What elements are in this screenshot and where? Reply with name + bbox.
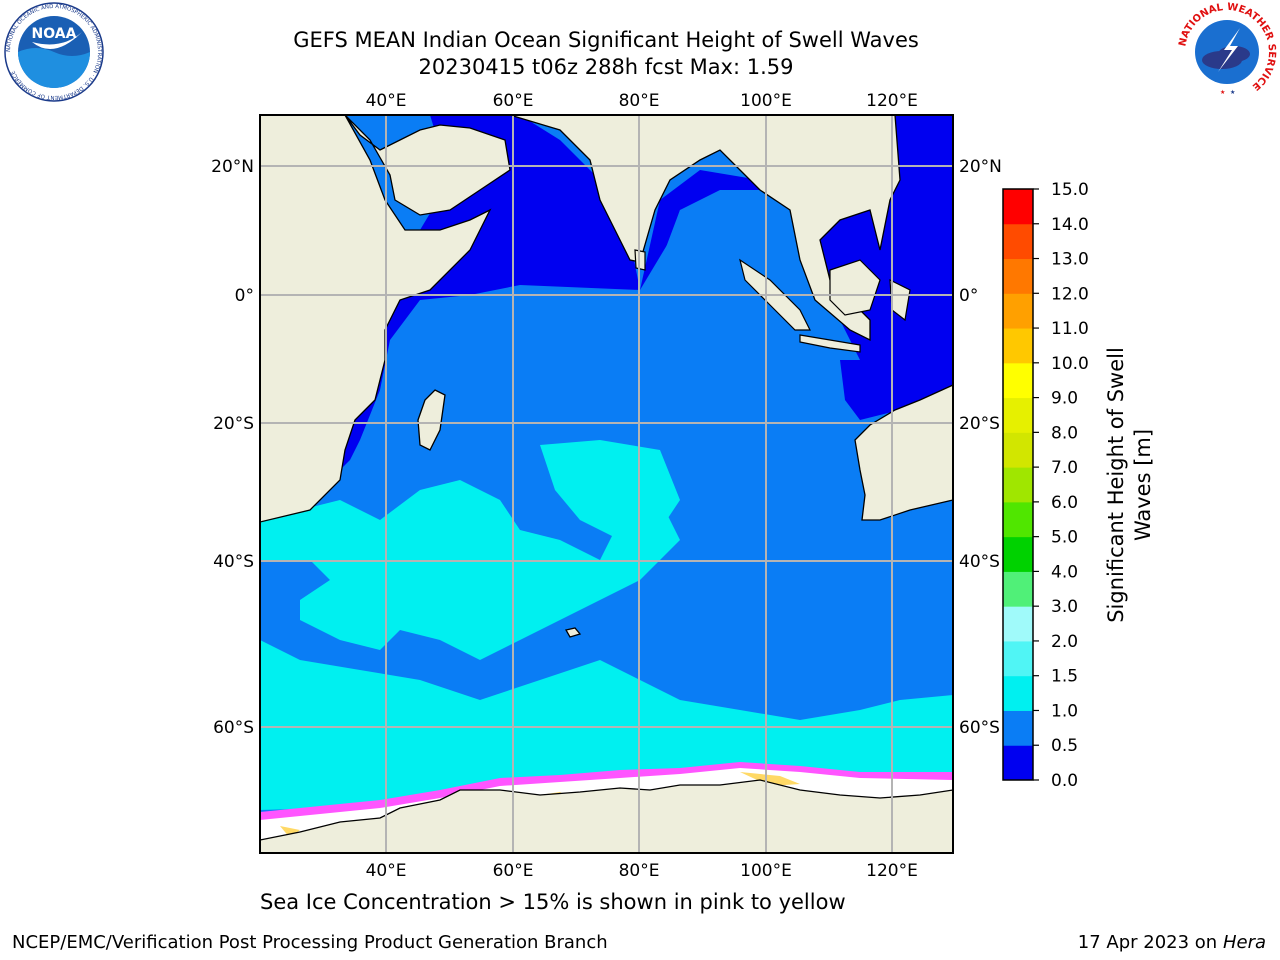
map-gridlines	[260, 115, 953, 853]
lon-tick-label: 60°E	[493, 91, 534, 111]
colorbar-tick-label: 0.0	[1051, 771, 1078, 791]
lat-tick-label: 20°N	[211, 157, 254, 177]
footer-date-text: 17 Apr 2023 on	[1077, 932, 1223, 953]
colorbar-tick-label: 6.0	[1051, 493, 1078, 513]
lon-tick-label: 40°E	[366, 861, 407, 881]
svg-text:★: ★	[1220, 89, 1225, 96]
lon-labels-top: 40°E 60°E 80°E 100°E 120°E	[366, 91, 918, 111]
colorbar-tick-label: 15.0	[1051, 180, 1089, 200]
lat-tick-label: 60°S	[213, 718, 254, 738]
lat-tick-label: 60°S	[959, 718, 1000, 738]
lat-labels-left: 20°N 0° 20°S 40°S 60°S	[211, 157, 254, 738]
colorbar-segment	[1003, 189, 1033, 225]
colorbar-segment	[1003, 258, 1033, 294]
lat-tick-label: 20°N	[959, 157, 1002, 177]
mid-ocean-lighter	[650, 205, 740, 300]
arabian-sea-zone	[330, 115, 640, 480]
colorbar-segment	[1003, 432, 1033, 468]
colorbar-segment	[1003, 293, 1033, 329]
footer-credit: NCEP/EMC/Verification Post Processing Pr…	[12, 932, 608, 953]
colorbar-frame	[1002, 188, 1034, 781]
land-madagascar	[417, 389, 446, 451]
colorbar-tick-label: 14.0	[1051, 215, 1089, 235]
colorbar-tick-label: 2.0	[1051, 632, 1078, 652]
lat-tick-label: 40°S	[213, 552, 254, 572]
cyan-patch-central	[540, 440, 680, 540]
colorbar-tick-label: 0.5	[1051, 736, 1078, 756]
noaa-logo-text: NOAA	[32, 26, 77, 42]
colorbar-segment	[1003, 362, 1033, 399]
lon-tick-label: 120°E	[866, 861, 918, 881]
sea-ice-caption: Sea Ice Concentration > 15% is shown in …	[260, 890, 846, 914]
colorbar-tick-label: 5.0	[1051, 528, 1078, 548]
colorbar-segment	[1003, 467, 1033, 503]
colorbar-segment	[1003, 606, 1033, 642]
colorbar-tick-label: 12.0	[1051, 284, 1089, 304]
land-india	[509, 115, 901, 342]
chart-subtitle: 20230415 t06z 288h fcst Max: 1.59	[418, 55, 794, 79]
colorbar-tick-label: 7.0	[1051, 458, 1078, 478]
map: 40°E 60°E 80°E 100°E 120°E 40°E 60°E 80°…	[211, 91, 1155, 881]
lat-tick-label: 0°	[235, 286, 254, 306]
colorbar-tick-label: 10.0	[1051, 354, 1089, 374]
lat-tick-label: 20°S	[213, 414, 254, 434]
footer-host: Hera	[1222, 932, 1266, 953]
lat-tick-label: 0°	[959, 286, 978, 306]
colorbar-label-line1: Significant Height of Swell	[1104, 347, 1128, 623]
chart-title: GEFS MEAN Indian Ocean Significant Heigh…	[293, 28, 919, 52]
colorbar-tick-label: 11.0	[1051, 319, 1089, 339]
colorbar-tick-label: 13.0	[1051, 250, 1089, 270]
southern-swell-band	[260, 480, 680, 660]
land-kerguelen	[564, 627, 582, 638]
colorbar-segment	[1003, 710, 1033, 746]
map-frame	[259, 114, 954, 854]
lon-tick-label: 100°E	[740, 91, 792, 111]
colorbar-segment	[1003, 745, 1033, 781]
colorbar-segment	[1003, 675, 1033, 711]
lon-tick-label: 120°E	[866, 91, 918, 111]
noaa-logo: NATIONAL OCEANIC AND ATMOSPHERIC ADMINIS…	[4, 2, 104, 102]
land-australia	[854, 384, 953, 521]
colorbar-segment	[1003, 397, 1033, 433]
colorbar-segment	[1003, 223, 1033, 260]
colorbar-segment	[1003, 640, 1033, 677]
colorbar-label-line2: Waves [m]	[1131, 429, 1155, 541]
nws-logo: NATIONAL WEATHER SERVICE ★ ★	[1177, 2, 1277, 101]
lon-tick-label: 60°E	[493, 861, 534, 881]
colorbar-tick-label: 8.0	[1051, 423, 1078, 443]
colorbar-tick-label: 1.5	[1051, 667, 1078, 687]
lon-tick-label: 80°E	[619, 861, 660, 881]
lon-tick-label: 100°E	[740, 861, 792, 881]
colorbar: 0.0 0.5 1.0 1.5 2.0 3.0 4.0 5.0 6.0 7.0 8.0 9.0 10.0…	[1002, 180, 1089, 791]
colorbar-segment	[1003, 328, 1033, 364]
lat-tick-label: 20°S	[959, 414, 1000, 434]
colorbar-segment	[1003, 501, 1033, 538]
land-antarctica	[260, 779, 953, 853]
lat-tick-label: 40°S	[959, 552, 1000, 572]
svg-text:★: ★	[1230, 89, 1235, 96]
lon-tick-label: 80°E	[619, 91, 660, 111]
colorbar-segment	[1003, 536, 1033, 572]
colorbar-tick-label: 4.0	[1051, 562, 1078, 582]
colorbar-tick-label: 1.0	[1051, 701, 1078, 721]
footer-date: 17 Apr 2023 on Hera	[1078, 932, 1266, 953]
colorbar-segment	[1003, 571, 1033, 607]
land-java	[799, 334, 861, 353]
colorbar-tick-label: 3.0	[1051, 597, 1078, 617]
lat-labels-right: 20°N 0° 20°S 40°S 60°S	[959, 157, 1002, 738]
lon-labels-bottom: 40°E 60°E 80°E 100°E 120°E	[366, 861, 918, 881]
lon-tick-label: 40°E	[366, 91, 407, 111]
colorbar-tick-label: 9.0	[1051, 389, 1078, 409]
